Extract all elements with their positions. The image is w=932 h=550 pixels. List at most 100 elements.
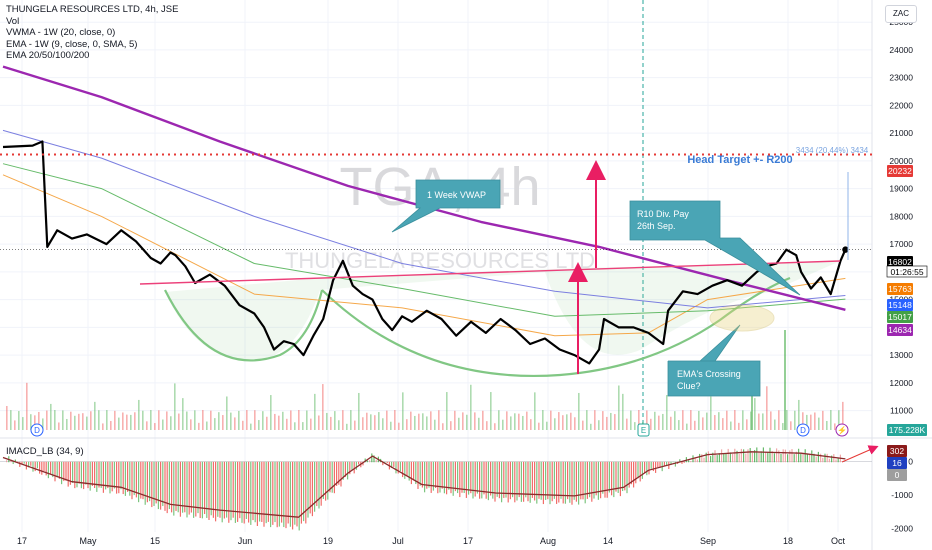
volume-bar (806, 414, 808, 430)
volume-bar (746, 419, 748, 430)
watermark-name: THUNGELA RESOURCES LTD (285, 248, 595, 273)
macd-bar (672, 461, 674, 463)
macd-signal (2, 451, 846, 518)
volume-bar (658, 415, 660, 430)
volume-bar (726, 410, 728, 430)
macd-value-tag (887, 445, 907, 457)
volume-bar (510, 416, 512, 430)
volume-bar (86, 416, 88, 430)
macd-bar (173, 461, 175, 516)
macd-bar (83, 461, 85, 490)
div-callout-text: 26th Sep. (637, 221, 676, 231)
volume-bar (654, 411, 656, 430)
macd-bar (300, 461, 302, 524)
symbol-title[interactable]: THUNGELA RESOURCES LTD, 4h, JSE (6, 4, 179, 15)
volume-bar (598, 420, 600, 430)
volume-bar (706, 412, 708, 430)
indicator-vol[interactable]: Vol (6, 15, 20, 27)
volume-bar (250, 423, 252, 430)
volume-bar (418, 413, 420, 430)
macd-bar (303, 461, 305, 522)
macd-bar (413, 461, 415, 481)
macd-bar (259, 461, 261, 522)
macd-bar (430, 461, 432, 493)
volume-bar (646, 410, 648, 430)
macd-bar (179, 461, 181, 517)
macd-bar (626, 461, 628, 494)
macd-bar (531, 461, 533, 498)
macd-bar (520, 461, 522, 502)
macd-bar (327, 461, 329, 500)
volume-bar (450, 421, 452, 430)
macd-bar (826, 453, 828, 463)
macd-bar (232, 461, 234, 518)
indicator-ema-1w[interactable]: EMA - 1W (9, close, 0, SMA, 5) (6, 38, 138, 50)
macd-bar (395, 461, 397, 474)
macd-tick-label: -1000 (891, 490, 913, 500)
volume-bar (458, 417, 460, 430)
macd-bar (184, 461, 186, 513)
volume-bar (514, 413, 516, 430)
macd-bar (800, 453, 802, 463)
macd-bar (21, 461, 23, 464)
x-tick-label: Sep (700, 536, 716, 546)
volume-bar (566, 414, 568, 430)
macd-bar (331, 461, 333, 493)
macd-bar (36, 461, 38, 469)
macd-title[interactable]: IMACD_LB (34, 9) (6, 446, 84, 457)
volume-bar (474, 412, 476, 430)
volume-bar (58, 422, 60, 430)
indicator-ema-ribbon[interactable]: EMA 20/50/100/200 (6, 50, 90, 61)
currency-button[interactable]: ZAC (885, 5, 917, 23)
macd-bar (595, 461, 597, 496)
macd-bar (516, 461, 518, 501)
macd-bar (584, 461, 586, 504)
macd-bar (507, 461, 509, 503)
volume-bar (442, 423, 444, 430)
macd-bar (681, 461, 683, 464)
macd-bar (571, 461, 573, 505)
volume-bar (718, 412, 720, 430)
macd-bar (432, 461, 434, 491)
macd-bar (650, 461, 652, 469)
volume-bar (682, 410, 684, 430)
volume-bar (266, 416, 268, 430)
macd-bar (426, 461, 428, 489)
macd-bar (688, 460, 690, 463)
x-tick-label: Oct (831, 536, 846, 546)
vwap-callout-box (391, 179, 501, 233)
macd-bar (94, 461, 96, 488)
volume-bar (238, 410, 240, 430)
macd-bar (454, 461, 456, 492)
macd-bar (564, 461, 566, 504)
volume-bar (134, 412, 136, 430)
macd-bar (718, 453, 720, 463)
volume-bar (394, 410, 396, 430)
ema-callout-box (667, 324, 761, 397)
macd-bar (659, 461, 661, 468)
macd-bar (837, 457, 839, 463)
macd-signal-tag (887, 457, 907, 469)
macd-bar (421, 461, 423, 488)
macd-bar (85, 461, 87, 485)
macd-bar (674, 461, 676, 467)
macd-bar (527, 461, 529, 502)
macd-bar (820, 453, 822, 463)
macd-zero-tag-text: 0 (895, 470, 900, 480)
volume-bar (798, 399, 800, 430)
volume-bar (586, 410, 588, 430)
earnings-marker (637, 423, 650, 437)
macd-bar (795, 451, 797, 463)
macd-bar (608, 461, 610, 493)
volume-bar (306, 410, 308, 430)
indicator-vwma[interactable]: VWMA - 1W (20, close, 0) (6, 27, 116, 38)
macd-bar (622, 461, 624, 492)
macd-bar (740, 448, 742, 463)
macd-bar (47, 461, 49, 479)
x-axis: 17 May 15 Jun 19 Jul 17 Aug 14 Sep 18 Oct (17, 536, 846, 546)
macd-bar (435, 461, 437, 489)
volume-bar (14, 420, 16, 430)
macd-bar (182, 461, 184, 513)
macd-bar (17, 461, 19, 463)
